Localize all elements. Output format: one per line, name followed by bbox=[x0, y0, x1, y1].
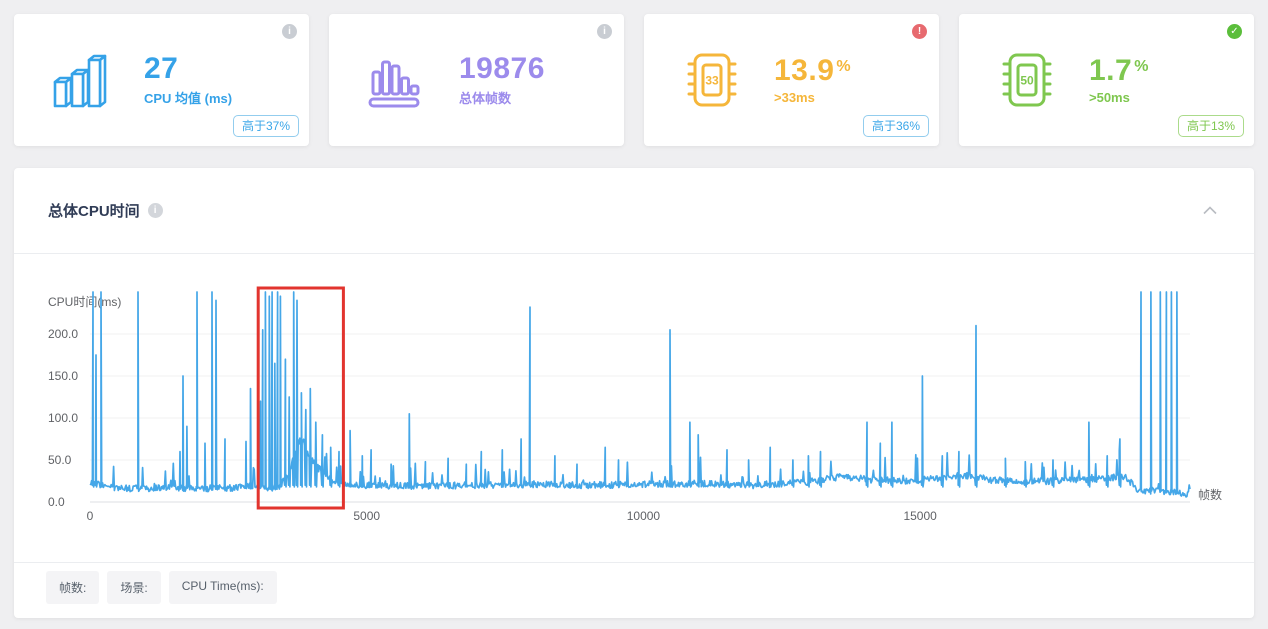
y-tick-label: 100.0 bbox=[48, 411, 78, 425]
stats-cards-row: i 27 CPU 均值 (ms) 高于37% i bbox=[0, 0, 1268, 146]
stat-badge: 高于37% bbox=[232, 115, 299, 137]
chart-area: 0.0 50.0 100.0 150.0 200.0 0 5000 10000 15000 CPU… bbox=[14, 254, 1254, 563]
stat-badge: 高于36% bbox=[862, 115, 929, 137]
x-tick-label: 15000 bbox=[903, 509, 937, 523]
stat-label: 总体帧数 bbox=[459, 91, 512, 107]
y-tick-label: 50.0 bbox=[48, 453, 72, 467]
x-tick-label: 5000 bbox=[353, 509, 380, 523]
legend-chip-scene[interactable]: 场景: bbox=[107, 571, 161, 604]
legend-chip-cpu-time[interactable]: CPU Time(ms): bbox=[168, 571, 277, 604]
stat-card-over-33ms: ! 33 13.9% >33ms 高于36% bbox=[644, 14, 939, 146]
info-icon[interactable]: i bbox=[282, 24, 297, 39]
stat-card-over-50ms: ✓ 50 1.7% >50ms 高于13% bbox=[959, 14, 1254, 146]
stat-badge: 高于13% bbox=[1177, 115, 1244, 137]
x-tick-label: 0 bbox=[87, 509, 94, 523]
stat-value: 13.9 bbox=[774, 53, 835, 87]
chip-50-icon: 50 bbox=[1002, 53, 1052, 107]
bar-chart-3d-icon bbox=[53, 54, 107, 108]
info-icon[interactable]: i bbox=[147, 203, 163, 218]
x-axis-title: 帧数 bbox=[1198, 487, 1222, 502]
y-tick-label: 150.0 bbox=[48, 369, 78, 383]
y-axis-title: CPU时间(ms) bbox=[48, 295, 121, 309]
x-tick-label: 10000 bbox=[627, 509, 661, 523]
stat-label: CPU 均值 (ms) bbox=[144, 91, 233, 107]
stat-value: 27 bbox=[144, 51, 179, 85]
chip-33-icon: 33 bbox=[687, 53, 737, 107]
cpu-time-line-chart[interactable]: 0.0 50.0 100.0 150.0 200.0 0 5000 10000 15000 CPU… bbox=[14, 254, 1254, 562]
stat-label: >33ms bbox=[774, 90, 815, 106]
chip-number: 50 bbox=[1020, 74, 1034, 88]
stat-value: 19876 bbox=[459, 51, 545, 85]
cpu-time-panel: 总体CPU时间 i 0.0 50.0 100.0 150.0 200.0 0 5000 100… bbox=[14, 168, 1254, 618]
stat-card-cpu-avg: i 27 CPU 均值 (ms) 高于37% bbox=[14, 14, 309, 146]
cpu-time-line bbox=[89, 291, 1191, 498]
stat-label: >50ms bbox=[1089, 90, 1130, 106]
highlight-rect bbox=[256, 286, 345, 510]
panel-title: 总体CPU时间 bbox=[48, 203, 140, 220]
stat-unit: % bbox=[1134, 57, 1149, 75]
stat-value: 1.7 bbox=[1089, 53, 1133, 87]
panel-footer: 帧数: 场景: CPU Time(ms): bbox=[14, 563, 1254, 618]
warning-icon[interactable]: ! bbox=[912, 24, 927, 39]
chip-number: 33 bbox=[705, 74, 719, 88]
panel-header: 总体CPU时间 i bbox=[14, 168, 1254, 254]
stat-card-total-frames: i 19876 总体帧数 bbox=[329, 14, 624, 146]
y-tick-label: 0.0 bbox=[48, 495, 65, 509]
y-tick-label: 200.0 bbox=[48, 327, 78, 341]
stat-unit: % bbox=[836, 57, 851, 75]
histogram-icon bbox=[368, 60, 420, 108]
chevron-up-icon[interactable] bbox=[1202, 206, 1218, 215]
info-icon[interactable]: i bbox=[597, 24, 612, 39]
legend-chip-frames[interactable]: 帧数: bbox=[46, 571, 100, 604]
success-check-icon[interactable]: ✓ bbox=[1227, 24, 1242, 39]
